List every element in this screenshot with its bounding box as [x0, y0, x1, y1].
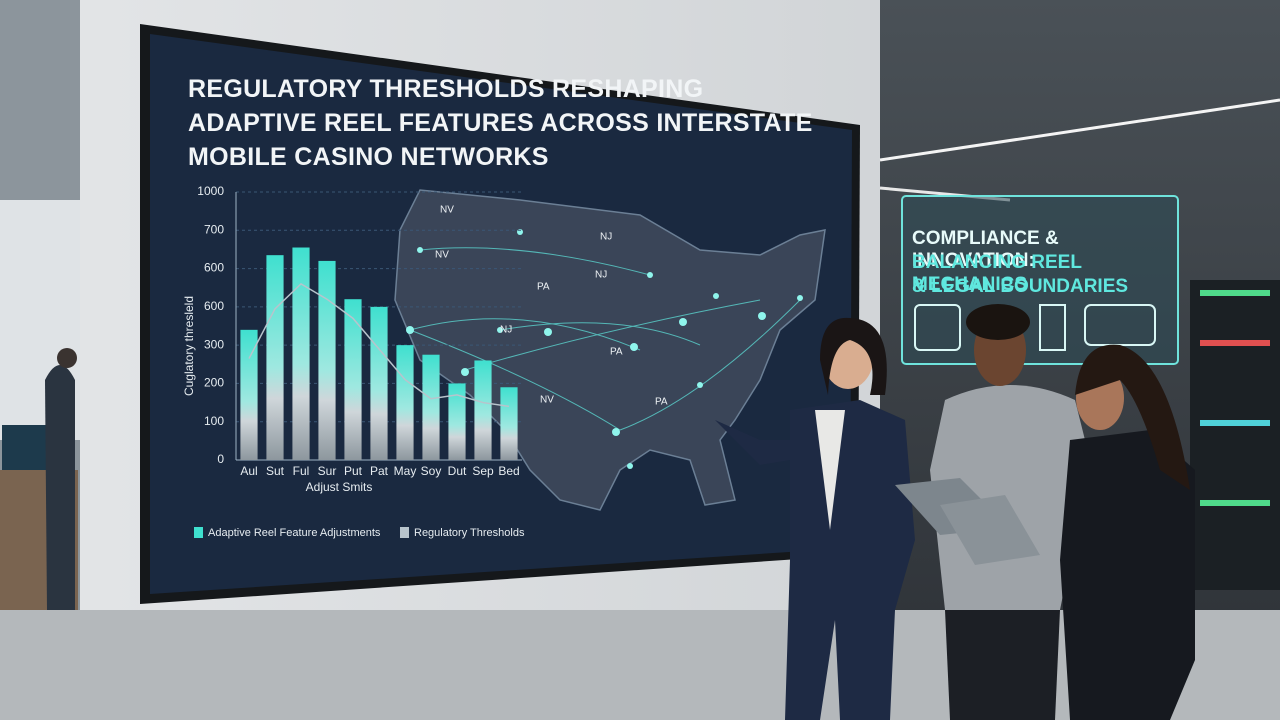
bar	[292, 247, 310, 460]
x-tick-label: Aul	[240, 464, 257, 478]
bar	[344, 299, 362, 460]
bar	[370, 306, 388, 460]
legend-swatch	[400, 527, 409, 538]
y-tick-label: 100	[204, 414, 224, 428]
bar	[318, 260, 336, 460]
y-tick-label: 200	[204, 376, 224, 390]
y-tick-label: 300	[204, 337, 224, 351]
x-tick-label: Ful	[293, 464, 310, 478]
map-label: NJ	[500, 325, 512, 336]
x-tick-label: Sep	[472, 464, 494, 478]
woman-presenter	[785, 400, 915, 720]
x-tick-label: Pat	[370, 464, 389, 478]
map-label: PA	[537, 282, 550, 293]
panel-heading: COMPLIANCE & INNOVATION:	[912, 228, 1059, 271]
network-nodes	[406, 229, 803, 469]
hair	[1075, 344, 1190, 490]
blouse	[815, 410, 845, 530]
y-tick-label: 1000	[197, 184, 224, 198]
arm	[715, 420, 795, 465]
rack-led	[1200, 500, 1270, 506]
y-axis-label: Cuglatory thresleld	[182, 296, 196, 396]
tablet	[940, 495, 1040, 565]
map-label: NV	[440, 205, 454, 216]
bar	[396, 345, 414, 460]
bar	[266, 255, 284, 460]
chart: 0 100 200 300 600 600 700 1000 Cuglatory thresle…	[182, 184, 668, 539]
map-label: NV	[435, 250, 449, 261]
network-links	[409, 247, 801, 431]
rack-led	[1200, 290, 1270, 296]
map-label: NJ	[595, 270, 607, 281]
map-label: PA	[610, 347, 623, 358]
bottle-icon	[1039, 304, 1066, 351]
x-tick-label: Put	[344, 464, 363, 478]
y-tick-label: 600	[204, 299, 224, 313]
legend-swatch	[194, 527, 203, 538]
bar	[240, 329, 258, 460]
legend-label: Adaptive Reel Feature Adjustments	[208, 527, 381, 539]
bar	[474, 360, 492, 460]
threshold-line	[248, 282, 510, 408]
panel-line: & LEGAL BOUNDARIES	[912, 276, 1129, 297]
x-tick-label: Soy	[421, 464, 442, 478]
bar	[422, 354, 440, 460]
rack-led	[1200, 340, 1270, 346]
y-tick-label: 0	[217, 452, 224, 466]
x-tick-label: Dut	[448, 464, 467, 478]
x-tick-label: Sur	[318, 464, 337, 478]
x-tick-label: Sut	[266, 464, 285, 478]
woman-right	[1060, 430, 1195, 720]
map-label: PA	[655, 397, 668, 408]
panel-line: BALANCING REEL MECHANICS	[912, 252, 1082, 295]
slot-icon	[914, 304, 961, 351]
map-label: NJ	[600, 232, 612, 243]
x-tick-label: May	[394, 464, 417, 478]
x-axis-label: Adjust Smits	[306, 480, 373, 494]
bar	[500, 387, 518, 460]
y-tick-label: 600	[204, 261, 224, 275]
server-rack	[1190, 280, 1280, 590]
head	[57, 348, 77, 368]
hair	[966, 304, 1030, 340]
monitor	[2, 425, 52, 470]
x-tick-label: Bed	[498, 464, 519, 478]
hair	[820, 317, 887, 395]
map-label: NV	[540, 395, 554, 406]
screen-title: REGULATORY THRESHOLDS RESHAPING ADAPTIVE…	[188, 75, 813, 171]
rack-led	[1200, 420, 1270, 426]
pants	[945, 610, 1060, 720]
y-tick-label: 700	[204, 222, 224, 236]
ceiling-light	[879, 98, 1280, 162]
legend-label: Regulatory Thresholds	[414, 527, 525, 539]
bar	[448, 383, 466, 460]
person-background	[45, 365, 75, 610]
